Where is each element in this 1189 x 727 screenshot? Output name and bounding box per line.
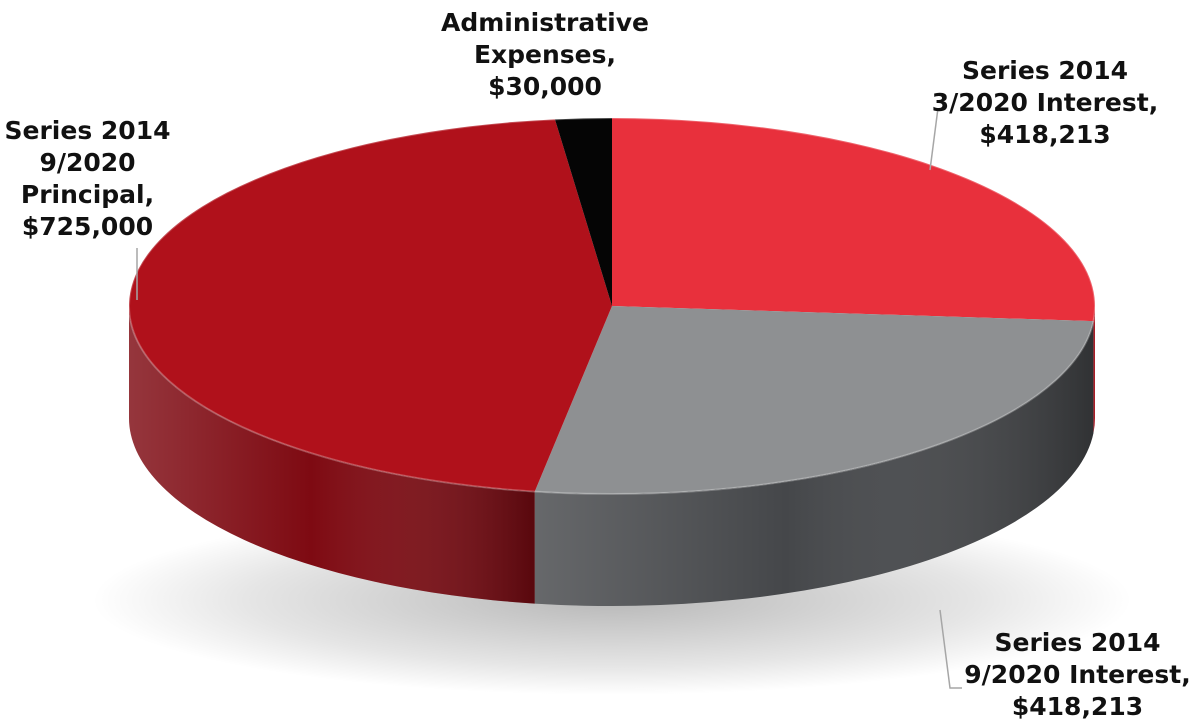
pie-slice-1 [534, 306, 1094, 495]
slice-label-line: $418,213 [1011, 692, 1144, 721]
slice-label-line: $418,213 [979, 120, 1111, 149]
pie-rim [128, 117, 1096, 495]
pie-slice-0 [612, 118, 1095, 322]
pie-tops [128, 117, 1096, 495]
leader-line-1 [939, 609, 962, 689]
slice-side-shade-0 [1093, 306, 1095, 434]
slice-label-line: Series 2014 [994, 628, 1161, 657]
pie-slice-2 [128, 119, 612, 492]
slice-label-line: 3/2020 Interest, [931, 88, 1159, 117]
slice-label-line: 9/2020 Interest, [964, 660, 1189, 689]
pie-slice-3 [554, 118, 612, 306]
slice-label-line: Series 2014 [962, 56, 1128, 85]
pie-sides [128, 306, 1095, 607]
slice-label-3: Administrative Expenses, $30,000 [425, 7, 665, 103]
leader-line-0 [929, 107, 939, 171]
leader-lines [136, 107, 962, 689]
slice-label-1: Series 2014 9/2020 Interest, $418,213 [955, 627, 1189, 723]
slice-label-line: Expenses, [473, 40, 617, 69]
slice-side-shade-2 [128, 306, 535, 604]
slice-label-line: $30,000 [488, 72, 602, 101]
slice-label-line: $725,000 [21, 212, 154, 241]
slice-label-0: Series 2014 3/2020 Interest, $418,213 [925, 55, 1165, 151]
slice-side-shade-1 [534, 321, 1094, 607]
slice-label-line: 9/2020 [39, 148, 136, 177]
slice-label-2: Series 2014 9/2020 Principal, $725,000 [0, 115, 175, 243]
slice-label-line: Administrative [440, 8, 650, 37]
slice-label-line: Series 2014 [4, 116, 171, 145]
slice-label-line: Principal, [20, 180, 155, 209]
